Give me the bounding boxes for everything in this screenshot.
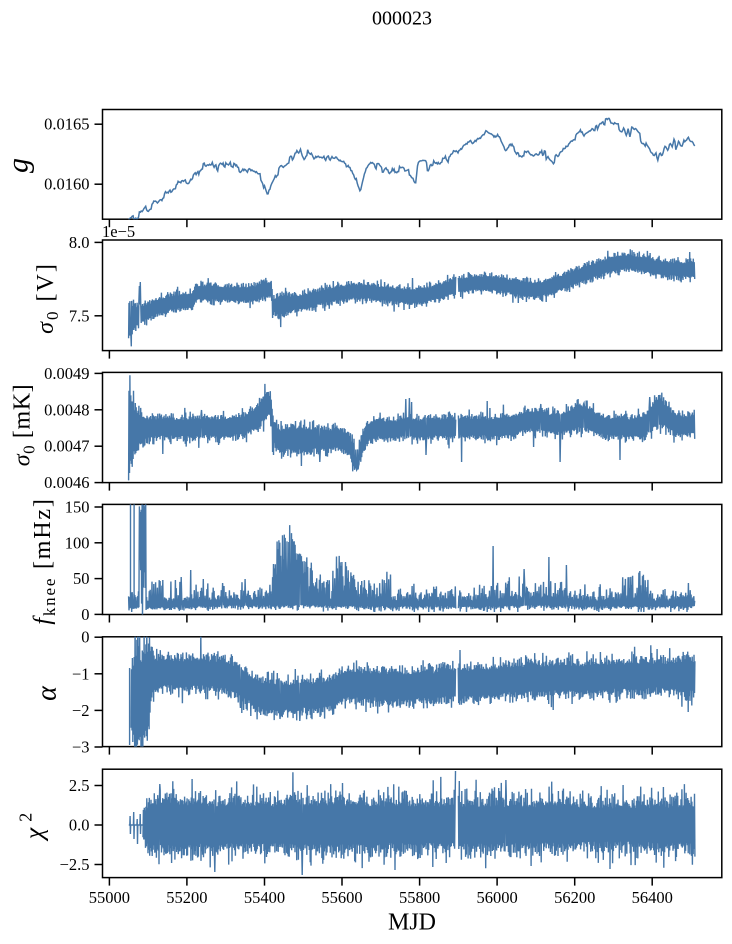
svg-text:8.0: 8.0 xyxy=(69,233,90,252)
svg-text:55800: 55800 xyxy=(399,888,440,907)
svg-text:−2: −2 xyxy=(72,701,90,720)
svg-text:fknee [mHz]: fknee [mHz] xyxy=(30,497,59,624)
svg-text:σ0 [mK]: σ0 [mK] xyxy=(10,384,39,467)
svg-text:0.0: 0.0 xyxy=(69,816,90,835)
svg-text:56000: 56000 xyxy=(476,888,517,907)
svg-text:150: 150 xyxy=(65,498,90,517)
svg-text:0.0049: 0.0049 xyxy=(44,364,89,383)
svg-text:7.5: 7.5 xyxy=(69,306,90,325)
svg-text:1e−5: 1e−5 xyxy=(102,222,135,241)
svg-text:000023: 000023 xyxy=(372,8,432,30)
svg-text:χ2: χ2 xyxy=(16,813,49,842)
svg-text:0.0046: 0.0046 xyxy=(44,473,89,492)
svg-text:g: g xyxy=(2,158,35,173)
svg-text:55000: 55000 xyxy=(89,888,130,907)
svg-text:MJD: MJD xyxy=(388,910,436,936)
svg-text:0: 0 xyxy=(81,605,89,624)
svg-text:−2.5: −2.5 xyxy=(60,855,90,874)
svg-text:55400: 55400 xyxy=(244,888,285,907)
svg-text:0.0160: 0.0160 xyxy=(44,175,89,194)
svg-text:0.0165: 0.0165 xyxy=(44,115,89,134)
svg-text:100: 100 xyxy=(65,533,90,552)
svg-text:56200: 56200 xyxy=(554,888,595,907)
svg-text:σ0 [V]: σ0 [V] xyxy=(33,262,62,334)
svg-text:0.0047: 0.0047 xyxy=(44,437,89,456)
svg-text:−3: −3 xyxy=(72,738,90,757)
svg-text:55200: 55200 xyxy=(166,888,207,907)
svg-text:55600: 55600 xyxy=(321,888,362,907)
svg-text:−1: −1 xyxy=(72,664,90,683)
svg-text:50: 50 xyxy=(73,569,90,588)
svg-text:α: α xyxy=(32,685,63,701)
svg-text:2.5: 2.5 xyxy=(69,776,90,795)
svg-text:56400: 56400 xyxy=(632,888,673,907)
svg-text:0.0048: 0.0048 xyxy=(44,400,89,419)
svg-text:0: 0 xyxy=(81,628,89,647)
